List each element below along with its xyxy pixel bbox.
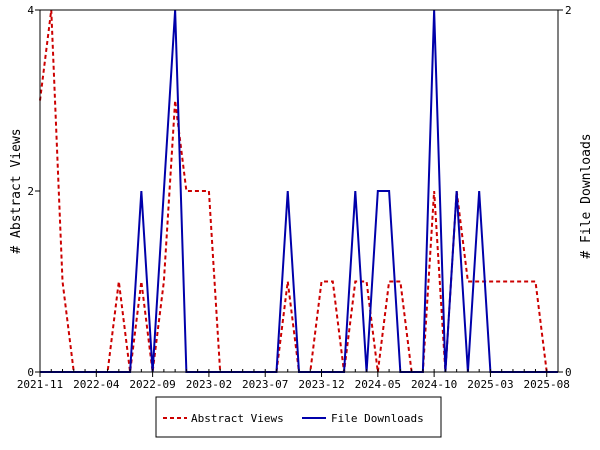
legend: Abstract Views File Downloads [155,396,442,438]
series-layer [39,9,558,373]
x-tick-label: 2024-10 [411,378,457,391]
legend-label-abstract-views: Abstract Views [191,412,284,425]
x-tick-label: 2025-03 [467,378,513,391]
series-line-abstract-views [39,9,548,373]
series-line-file-downloads [40,9,558,373]
x-tick-label: 2022-09 [129,378,175,391]
x-tick-label: 2022-04 [73,378,120,391]
plot-frame [39,9,559,373]
labels-layer: 2021-11 2022-04 2022-09 2023-02 2023-07 2023-… [17,4,572,391]
y-right-tick-label: 0 [565,366,572,379]
x-tick-label: 2024-05 [355,378,401,391]
y-left-tick-label: 2 [27,185,34,198]
x-tick-label: 2025-08 [524,378,570,391]
legend-label-file-downloads: File Downloads [331,412,424,425]
legend-box [155,396,442,438]
x-tick-label: 2023-12 [298,378,344,391]
y-axis-title-right: # File Downloads [579,133,594,258]
x-tick-label: 2021-11 [17,378,63,391]
y-left-tick-label: 0 [27,366,34,379]
y-left-tick-label: 4 [27,4,34,17]
y-axis-title-left: # Abstract Views [9,128,24,253]
y-right-tick-label: 2 [565,4,572,17]
x-tick-label: 2023-02 [186,378,232,391]
x-tick-label: 2023-07 [242,378,288,391]
ticks-layer [35,9,563,377]
